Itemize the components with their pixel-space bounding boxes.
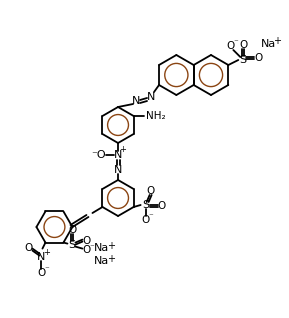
- Text: O: O: [226, 41, 234, 51]
- Text: N: N: [114, 150, 122, 160]
- Text: ⁻: ⁻: [233, 38, 238, 47]
- Text: NH₂: NH₂: [146, 111, 165, 121]
- Text: O: O: [239, 40, 247, 50]
- Text: O: O: [147, 186, 155, 196]
- Text: Na: Na: [261, 39, 276, 49]
- Text: S: S: [239, 55, 246, 65]
- Text: N: N: [37, 252, 46, 262]
- Text: O: O: [142, 215, 150, 225]
- Text: O: O: [37, 267, 46, 278]
- Text: +: +: [108, 253, 115, 264]
- Text: O: O: [68, 225, 77, 235]
- Text: ⁻O: ⁻O: [92, 150, 106, 160]
- Text: S: S: [142, 200, 149, 210]
- Text: ⁻: ⁻: [44, 265, 49, 274]
- Text: O: O: [82, 245, 90, 255]
- Text: N: N: [147, 92, 155, 102]
- Text: +: +: [120, 146, 127, 155]
- Text: +: +: [43, 248, 50, 257]
- Text: ⁻: ⁻: [89, 243, 94, 252]
- Text: Na: Na: [94, 243, 109, 252]
- Text: N: N: [132, 96, 140, 106]
- Text: +: +: [108, 241, 115, 251]
- Text: O: O: [24, 243, 33, 252]
- Text: S: S: [68, 239, 75, 250]
- Text: +: +: [273, 36, 281, 46]
- Text: Na: Na: [94, 256, 109, 266]
- Text: O: O: [254, 53, 262, 63]
- Text: O: O: [158, 201, 166, 211]
- Text: N: N: [114, 165, 122, 175]
- Text: O: O: [82, 236, 90, 245]
- Text: ⁻: ⁻: [148, 212, 153, 222]
